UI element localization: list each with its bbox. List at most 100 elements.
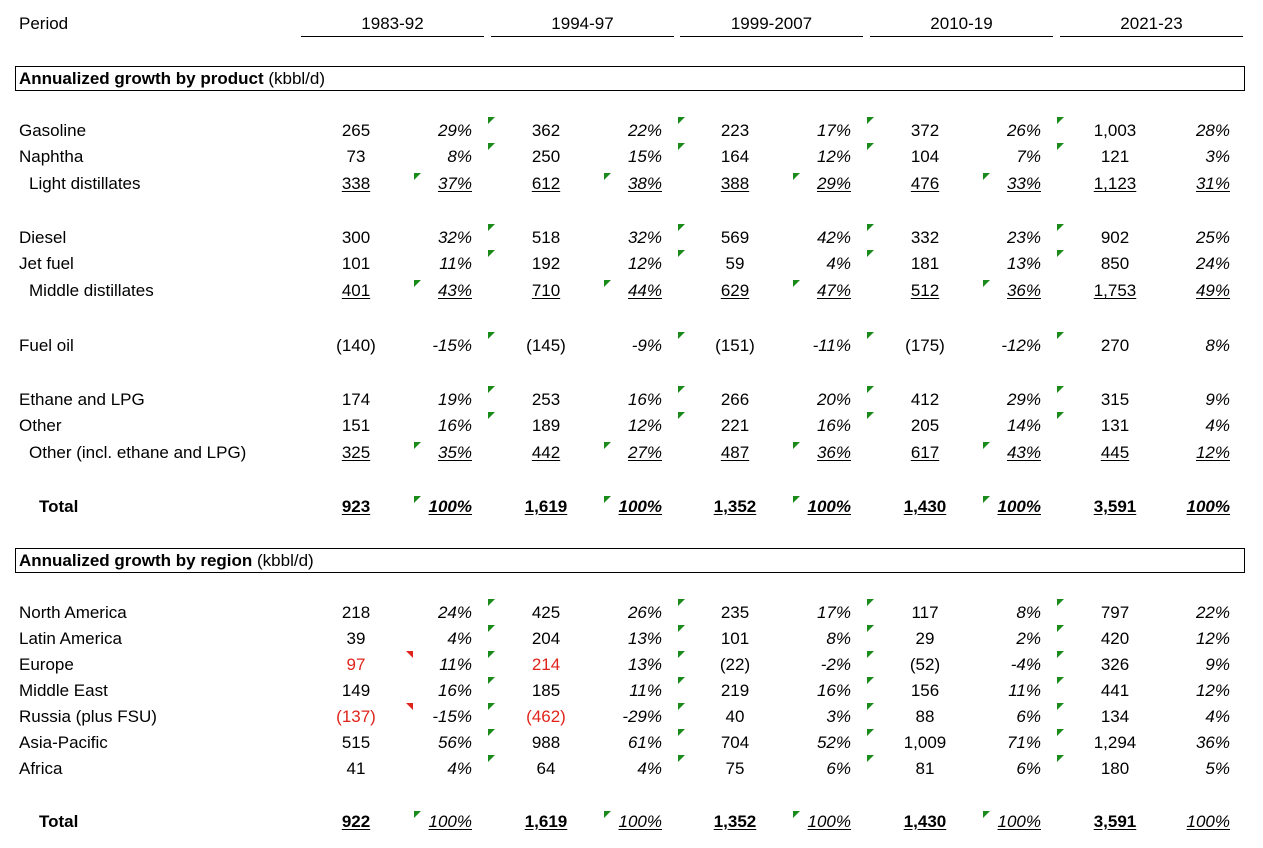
header-underline <box>491 36 674 37</box>
comment-indicator-icon <box>678 651 685 658</box>
row-label: Light distillates <box>29 174 141 193</box>
comment-indicator-icon <box>867 651 874 658</box>
row-label: Total <box>39 497 79 516</box>
value-cell: 442 <box>531 443 561 462</box>
percent-cell: 35% <box>437 443 472 462</box>
period-label: Period <box>19 14 69 33</box>
row-label: Jet fuel <box>19 254 74 273</box>
value-cell: 372 <box>910 121 940 140</box>
percent-cell: 24% <box>1195 254 1230 273</box>
percent-cell: 14% <box>1006 416 1041 435</box>
comment-indicator-icon <box>678 224 685 231</box>
comment-indicator-icon <box>983 173 990 180</box>
comment-indicator-icon <box>414 173 421 180</box>
value-cell: 441 <box>1100 681 1130 700</box>
period-header-4: 2010-19 <box>930 14 993 33</box>
comment-indicator-icon <box>1057 117 1064 124</box>
value-cell: (137) <box>336 707 376 726</box>
value-cell: 164 <box>720 147 750 166</box>
value-cell: 174 <box>341 390 371 409</box>
comment-indicator-icon <box>678 143 685 150</box>
comment-indicator-icon <box>488 386 495 393</box>
value-cell: 338 <box>341 174 371 193</box>
comment-indicator-icon <box>678 677 685 684</box>
percent-cell: 31% <box>1195 174 1230 193</box>
percent-cell: 28% <box>1195 121 1230 140</box>
comment-indicator-icon <box>867 599 874 606</box>
comment-indicator-icon <box>488 677 495 684</box>
percent-cell: 56% <box>437 733 472 752</box>
comment-indicator-icon <box>678 755 685 762</box>
value-cell: 629 <box>720 281 750 300</box>
period-header-3: 1999-2007 <box>730 14 813 33</box>
percent-cell: 49% <box>1195 281 1230 300</box>
value-cell: 3,591 <box>1093 497 1137 516</box>
comment-indicator-icon <box>678 117 685 124</box>
percent-cell: 33% <box>1006 174 1041 193</box>
comment-indicator-icon <box>678 332 685 339</box>
comment-indicator-icon <box>678 729 685 736</box>
comment-indicator-icon <box>1057 703 1064 710</box>
value-cell: 797 <box>1100 603 1130 622</box>
value-cell: 134 <box>1100 707 1130 726</box>
percent-cell: 16% <box>627 390 662 409</box>
value-cell: 185 <box>531 681 561 700</box>
percent-cell: 4% <box>1205 707 1230 726</box>
percent-cell: 3% <box>1205 147 1230 166</box>
percent-cell: 24% <box>437 603 472 622</box>
comment-indicator-icon <box>488 412 495 419</box>
percent-cell: 16% <box>437 416 472 435</box>
percent-cell: 29% <box>437 121 472 140</box>
comment-indicator-icon <box>1057 332 1064 339</box>
percent-cell: 29% <box>816 174 851 193</box>
percent-cell: 20% <box>816 390 851 409</box>
region-section-header: Annualized growth by region (kbbl/d) <box>15 548 1245 573</box>
value-cell: 326 <box>1100 655 1130 674</box>
row-label: Fuel oil <box>19 336 74 355</box>
percent-cell: 4% <box>447 629 472 648</box>
percent-cell: 15% <box>627 147 662 166</box>
comment-indicator-icon <box>678 386 685 393</box>
row-label: Other <box>19 416 62 435</box>
percent-cell: 11% <box>439 254 472 273</box>
value-cell: 923 <box>341 497 371 516</box>
row-label: Africa <box>19 759 63 778</box>
comment-indicator-icon <box>867 386 874 393</box>
comment-indicator-icon <box>488 729 495 736</box>
comment-indicator-icon <box>678 412 685 419</box>
percent-cell: 3% <box>826 707 851 726</box>
percent-cell: 36% <box>1195 733 1230 752</box>
value-cell: 189 <box>531 416 561 435</box>
value-cell: 850 <box>1100 254 1130 273</box>
comment-indicator-icon <box>406 651 413 658</box>
percent-cell: 100% <box>428 497 472 516</box>
comment-indicator-icon <box>488 250 495 257</box>
comment-indicator-icon <box>488 224 495 231</box>
row-label: Naphtha <box>19 147 84 166</box>
comment-indicator-icon <box>678 599 685 606</box>
header-underline <box>301 36 484 37</box>
value-cell: 325 <box>341 443 371 462</box>
percent-cell: 100% <box>618 497 662 516</box>
percent-cell: 27% <box>627 443 662 462</box>
value-cell: 300 <box>341 228 371 247</box>
percent-cell: 100% <box>428 812 472 831</box>
value-cell: 1,619 <box>524 497 568 516</box>
value-cell: 1,294 <box>1093 733 1137 752</box>
percent-cell: -11% <box>812 336 851 355</box>
value-cell: 214 <box>531 655 561 674</box>
comment-indicator-icon <box>488 332 495 339</box>
percent-cell: 12% <box>1195 681 1230 700</box>
value-cell: 88 <box>915 707 935 726</box>
comment-indicator-icon <box>983 280 990 287</box>
period-header-2: 1994-97 <box>551 14 614 33</box>
value-cell: 1,430 <box>903 812 947 831</box>
value-cell: 117 <box>911 603 939 622</box>
value-cell: (151) <box>715 336 755 355</box>
percent-cell: 12% <box>627 254 662 273</box>
comment-indicator-icon <box>1057 412 1064 419</box>
comment-indicator-icon <box>1057 651 1064 658</box>
row-label: Diesel <box>19 228 67 247</box>
row-label: Gasoline <box>19 121 87 140</box>
value-cell: 1,430 <box>903 497 947 516</box>
